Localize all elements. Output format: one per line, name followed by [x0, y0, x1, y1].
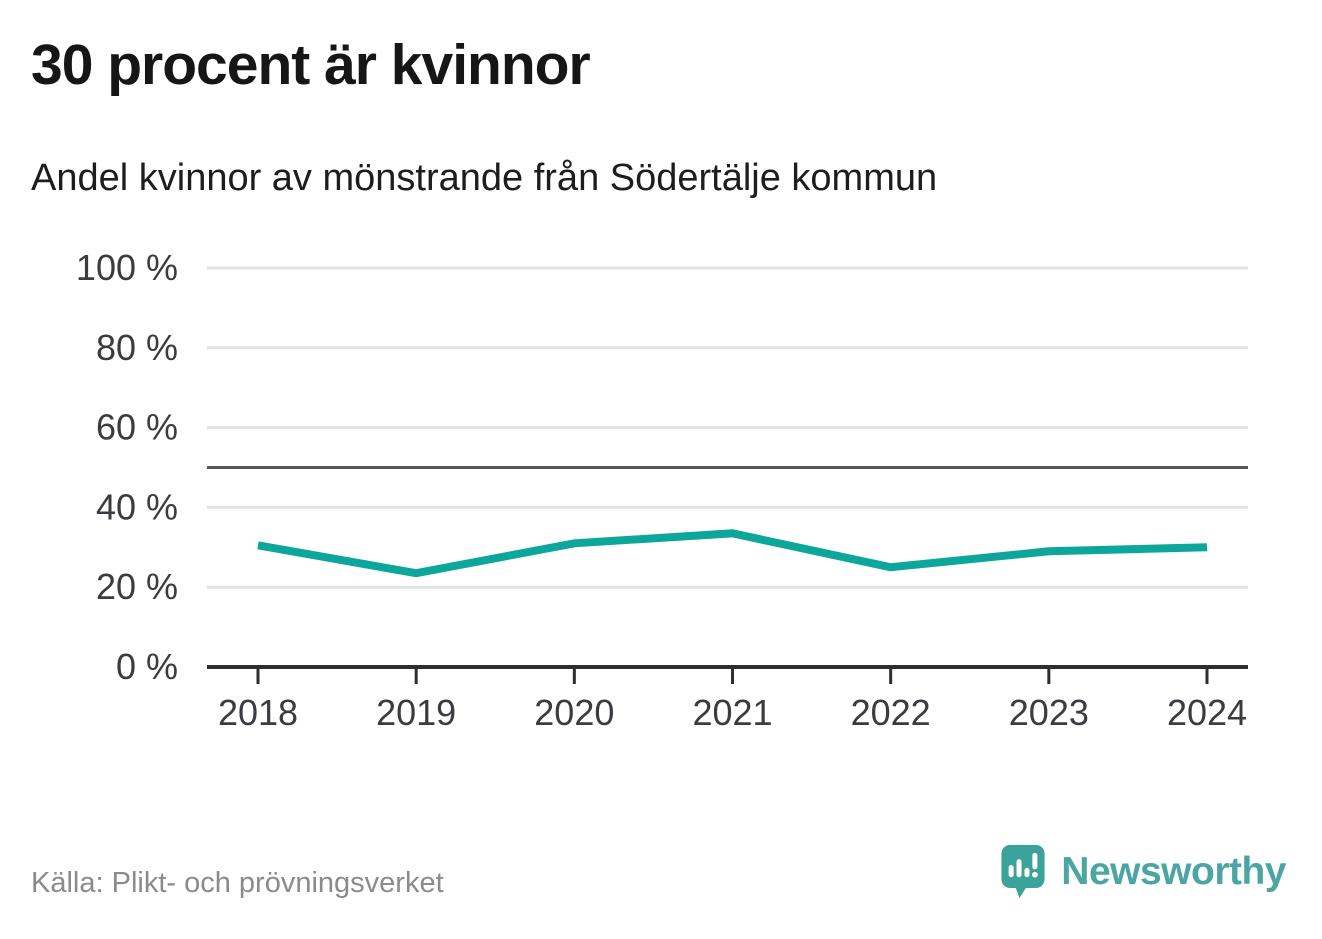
data-line: [257, 529, 1208, 578]
newsworthy-wordmark: Newsworthy: [1061, 849, 1286, 893]
x-axis-label: 2022: [851, 692, 931, 733]
x-axis-label: 2018: [218, 692, 298, 733]
x-axis-label: 2020: [534, 692, 614, 733]
newsworthy-logo[interactable]: Newsworthy: [1000, 843, 1286, 900]
chart-subtitle: Andel kvinnor av mönstrande från Södertä…: [31, 157, 938, 199]
y-axis-label: 100 %: [76, 247, 178, 288]
newsworthy-bubble-chart-icon: [1001, 844, 1045, 899]
y-axis-label: 60 %: [96, 407, 178, 448]
source-note: Källa: Plikt- och prövningsverket: [31, 867, 444, 899]
y-axis-label: 20 %: [96, 566, 178, 607]
x-axis-label: 2021: [692, 692, 772, 733]
y-axis-label: 0 %: [116, 646, 178, 687]
x-axis-label: 2019: [376, 692, 456, 733]
x-axis-label: 2023: [1009, 692, 1089, 733]
y-axis-label: 40 %: [96, 486, 178, 527]
y-axis-label: 80 %: [96, 327, 178, 368]
x-axis-label: 2024: [1167, 692, 1247, 733]
chart-title: 30 procent är kvinnor: [31, 33, 591, 97]
